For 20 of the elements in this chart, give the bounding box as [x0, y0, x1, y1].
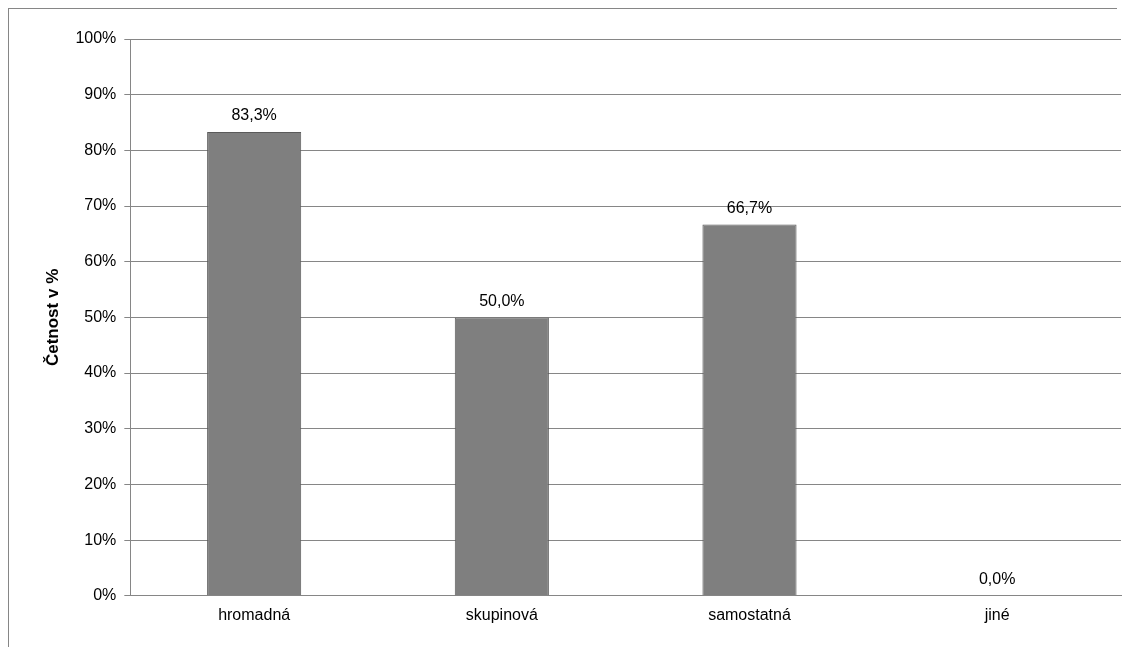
x-tick-label: jiné	[983, 605, 1010, 623]
x-tick-label: hromadná	[218, 605, 291, 623]
y-tick-label: 10%	[84, 530, 117, 548]
y-tick-label: 50%	[84, 307, 117, 325]
y-tick-label: 60%	[84, 252, 117, 270]
data-label: 66,7%	[726, 198, 773, 216]
y-tick-label: 100%	[75, 29, 117, 47]
y-tick-label: 20%	[84, 474, 117, 492]
x-tick-label: samostatná	[708, 605, 791, 623]
data-label: 83,3%	[231, 106, 277, 124]
y-tick-label: 0%	[93, 586, 117, 604]
y-tick-label: 80%	[84, 140, 117, 158]
data-label: 0,0%	[978, 570, 1016, 588]
y-tick-label: 90%	[84, 85, 117, 103]
x-tick-label: skupinová	[465, 605, 538, 623]
y-tick-label: 40%	[84, 363, 117, 381]
y-tick-label: 30%	[84, 419, 117, 437]
data-label: 50,0%	[479, 291, 525, 309]
y-tick-label: 70%	[84, 196, 117, 214]
y-axis-title: Četnost v %	[42, 268, 62, 367]
